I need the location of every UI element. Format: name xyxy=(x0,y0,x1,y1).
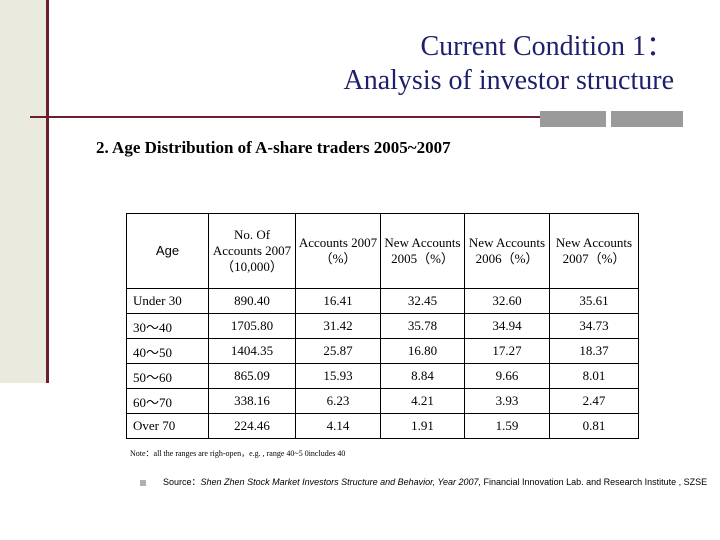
table-cell: 16.41 xyxy=(295,288,381,314)
table-cell: 32.45 xyxy=(380,288,465,314)
table-row: Under 30 890.40 16.41 32.45 32.60 35.61 xyxy=(126,288,639,314)
table-cell: 25.87 xyxy=(295,338,381,364)
section-subtitle: 2. Age Distribution of A-share traders 2… xyxy=(96,138,451,157)
table-cell: 16.80 xyxy=(380,338,465,364)
header-age: Age xyxy=(126,213,209,289)
title-divider-block xyxy=(540,111,683,127)
age-cell: Over 70 xyxy=(126,413,209,439)
source-citation: Source：Shen Zhen Stock Market Investors … xyxy=(163,476,707,488)
header-accounts-count: No. Of Accounts 2007（10,000） xyxy=(208,213,296,289)
table-cell: 35.78 xyxy=(380,313,465,339)
table-header-row: Age No. Of Accounts 2007（10,000） Account… xyxy=(126,213,639,289)
table-note: Note：all the ranges are righ-open，e.g. ,… xyxy=(130,449,346,458)
age-cell: 40～50 xyxy=(126,338,209,364)
table-cell: 31.42 xyxy=(295,313,381,339)
table-cell: 9.66 xyxy=(464,363,550,389)
table-row: 40～50 1404.35 25.87 16.80 17.27 18.37 xyxy=(126,338,639,364)
table-cell: 17.27 xyxy=(464,338,550,364)
header-new-2007: New Accounts 2007（%） xyxy=(549,213,639,289)
table-row: 50～60 865.09 15.93 8.84 9.66 8.01 xyxy=(126,363,639,389)
header-new-2006: New Accounts 2006（%） xyxy=(464,213,550,289)
table-cell: 34.73 xyxy=(549,313,639,339)
table-cell: 32.60 xyxy=(464,288,550,314)
table-cell: 865.09 xyxy=(208,363,296,389)
bullet-icon xyxy=(140,480,146,486)
table-cell: 4.21 xyxy=(380,388,465,414)
table-cell: 224.46 xyxy=(208,413,296,439)
table-cell: 35.61 xyxy=(549,288,639,314)
table-row: 60～70 338.16 6.23 4.21 3.93 2.47 xyxy=(126,388,639,414)
source-institute: Financial Innovation Lab. and Research I… xyxy=(481,477,708,487)
table-row: Over 70 224.46 4.14 1.91 1.59 0.81 xyxy=(126,413,639,439)
title-divider-gap xyxy=(606,111,611,127)
age-cell: 30～40 xyxy=(126,313,209,339)
table-cell: 8.84 xyxy=(380,363,465,389)
table-cell: 1.91 xyxy=(380,413,465,439)
table-cell: 338.16 xyxy=(208,388,296,414)
source-label: Source： xyxy=(163,477,201,487)
header-accounts-pct: Accounts 2007（%） xyxy=(295,213,381,289)
side-decoration-bar xyxy=(0,0,46,383)
header-new-2005: New Accounts 2005（%） xyxy=(380,213,465,289)
side-decoration-line xyxy=(46,0,49,383)
table-cell: 1.59 xyxy=(464,413,550,439)
table-cell: 2.47 xyxy=(549,388,639,414)
title-line-2: Analysis of investor structure xyxy=(343,65,675,96)
source-publication: Shen Zhen Stock Market Investors Structu… xyxy=(200,477,482,487)
table-cell: 15.93 xyxy=(295,363,381,389)
age-cell: 50～60 xyxy=(126,363,209,389)
table-cell: 3.93 xyxy=(464,388,550,414)
age-distribution-table: Age No. Of Accounts 2007（10,000） Account… xyxy=(126,213,639,439)
table-cell: 8.01 xyxy=(549,363,639,389)
table-cell: 34.94 xyxy=(464,313,550,339)
table-cell: 18.37 xyxy=(549,338,639,364)
table-cell: 890.40 xyxy=(208,288,296,314)
age-cell: Under 30 xyxy=(126,288,209,314)
age-cell: 60～70 xyxy=(126,388,209,414)
title-divider-line xyxy=(30,116,540,118)
table-row: 30～40 1705.80 31.42 35.78 34.94 34.73 xyxy=(126,313,639,339)
table-cell: 1404.35 xyxy=(208,338,296,364)
title-line-1: Current Condition 1： xyxy=(420,31,674,62)
slide-title: Current Condition 1： Analysis of investo… xyxy=(344,30,675,98)
table-cell: 4.14 xyxy=(295,413,381,439)
table-cell: 1705.80 xyxy=(208,313,296,339)
table-cell: 6.23 xyxy=(295,388,381,414)
table-cell: 0.81 xyxy=(549,413,639,439)
